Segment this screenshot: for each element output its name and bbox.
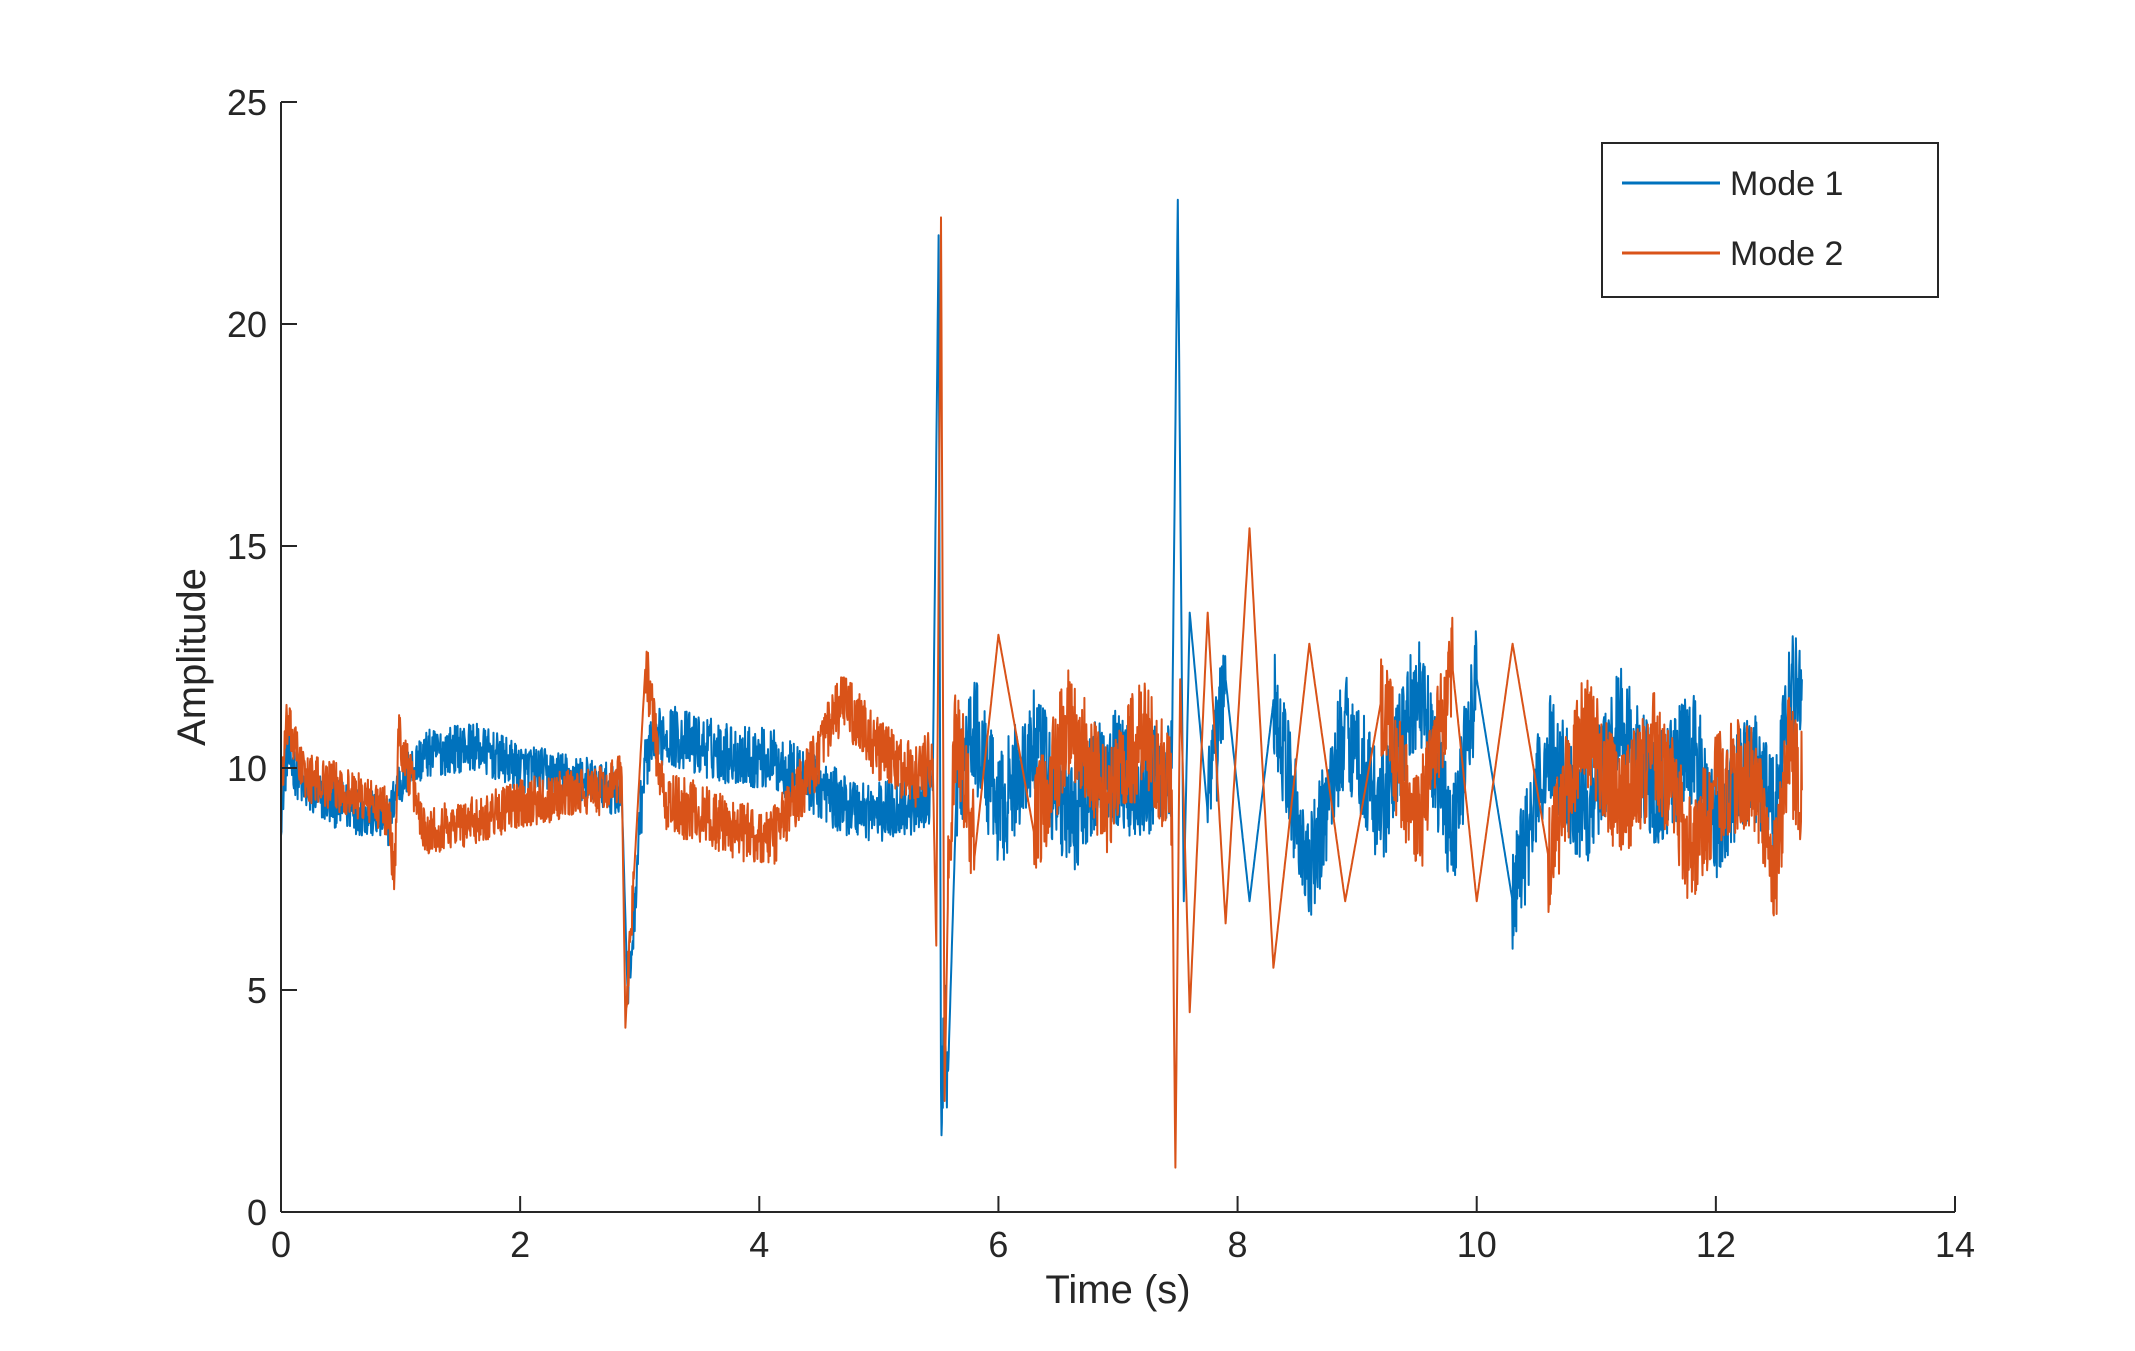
legend: Mode 1 Mode 2 [1601,142,1939,298]
y-tick-label: 0 [247,1192,267,1233]
y-tick-label: 20 [227,304,267,345]
y-axis-label: Amplitude [170,568,214,746]
x-ticks: 0 2 4 6 8 10 12 14 [271,1196,1975,1265]
legend-label-mode-2: Mode 2 [1730,235,1843,273]
y-tick-label: 10 [227,748,267,789]
axes [280,102,1955,1213]
y-tick-label: 5 [247,970,267,1011]
series-line-mode-2 [280,216,1803,1169]
legend-label-mode-1: Mode 1 [1730,165,1843,203]
x-axis-label: Time (s) [1045,1268,1190,1312]
series-layer [280,198,1803,1169]
x-tick-label: 4 [749,1224,769,1265]
x-tick-label: 12 [1696,1224,1736,1265]
x-tick-label: 2 [510,1224,530,1265]
x-tick-label: 10 [1457,1224,1497,1265]
x-tick-label: 6 [988,1224,1008,1265]
x-tick-label: 0 [271,1224,291,1265]
y-tick-label: 25 [227,82,267,123]
legend-box [1601,142,1939,298]
y-tick-label: 15 [227,526,267,567]
y-ticks: 0 5 10 15 20 25 [227,82,297,1233]
x-tick-label: 14 [1935,1224,1975,1265]
x-tick-label: 8 [1228,1224,1248,1265]
